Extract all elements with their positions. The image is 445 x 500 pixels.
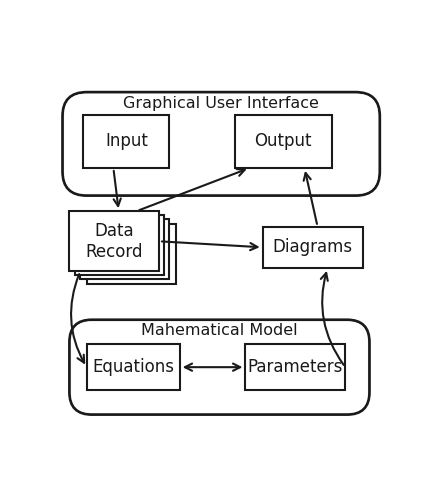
FancyBboxPatch shape	[69, 320, 369, 414]
Bar	[245, 344, 345, 391]
Bar	[83, 114, 170, 168]
Text: Input: Input	[105, 132, 148, 150]
Text: Diagrams: Diagrams	[272, 238, 352, 256]
Text: Equations: Equations	[92, 358, 174, 376]
Text: Graphical User Interface: Graphical User Interface	[123, 96, 319, 110]
Text: Parameters: Parameters	[247, 358, 343, 376]
Bar	[263, 226, 363, 268]
FancyBboxPatch shape	[71, 322, 368, 413]
Bar	[80, 218, 170, 279]
Text: Mahematical Model: Mahematical Model	[141, 323, 298, 338]
Bar	[87, 344, 180, 391]
Bar	[235, 114, 332, 168]
FancyBboxPatch shape	[62, 92, 380, 196]
Bar	[87, 224, 176, 284]
Text: Output: Output	[255, 132, 312, 150]
Bar	[75, 215, 164, 275]
FancyBboxPatch shape	[64, 94, 378, 194]
Bar	[69, 211, 159, 272]
Text: Data
Record: Data Record	[85, 222, 143, 260]
